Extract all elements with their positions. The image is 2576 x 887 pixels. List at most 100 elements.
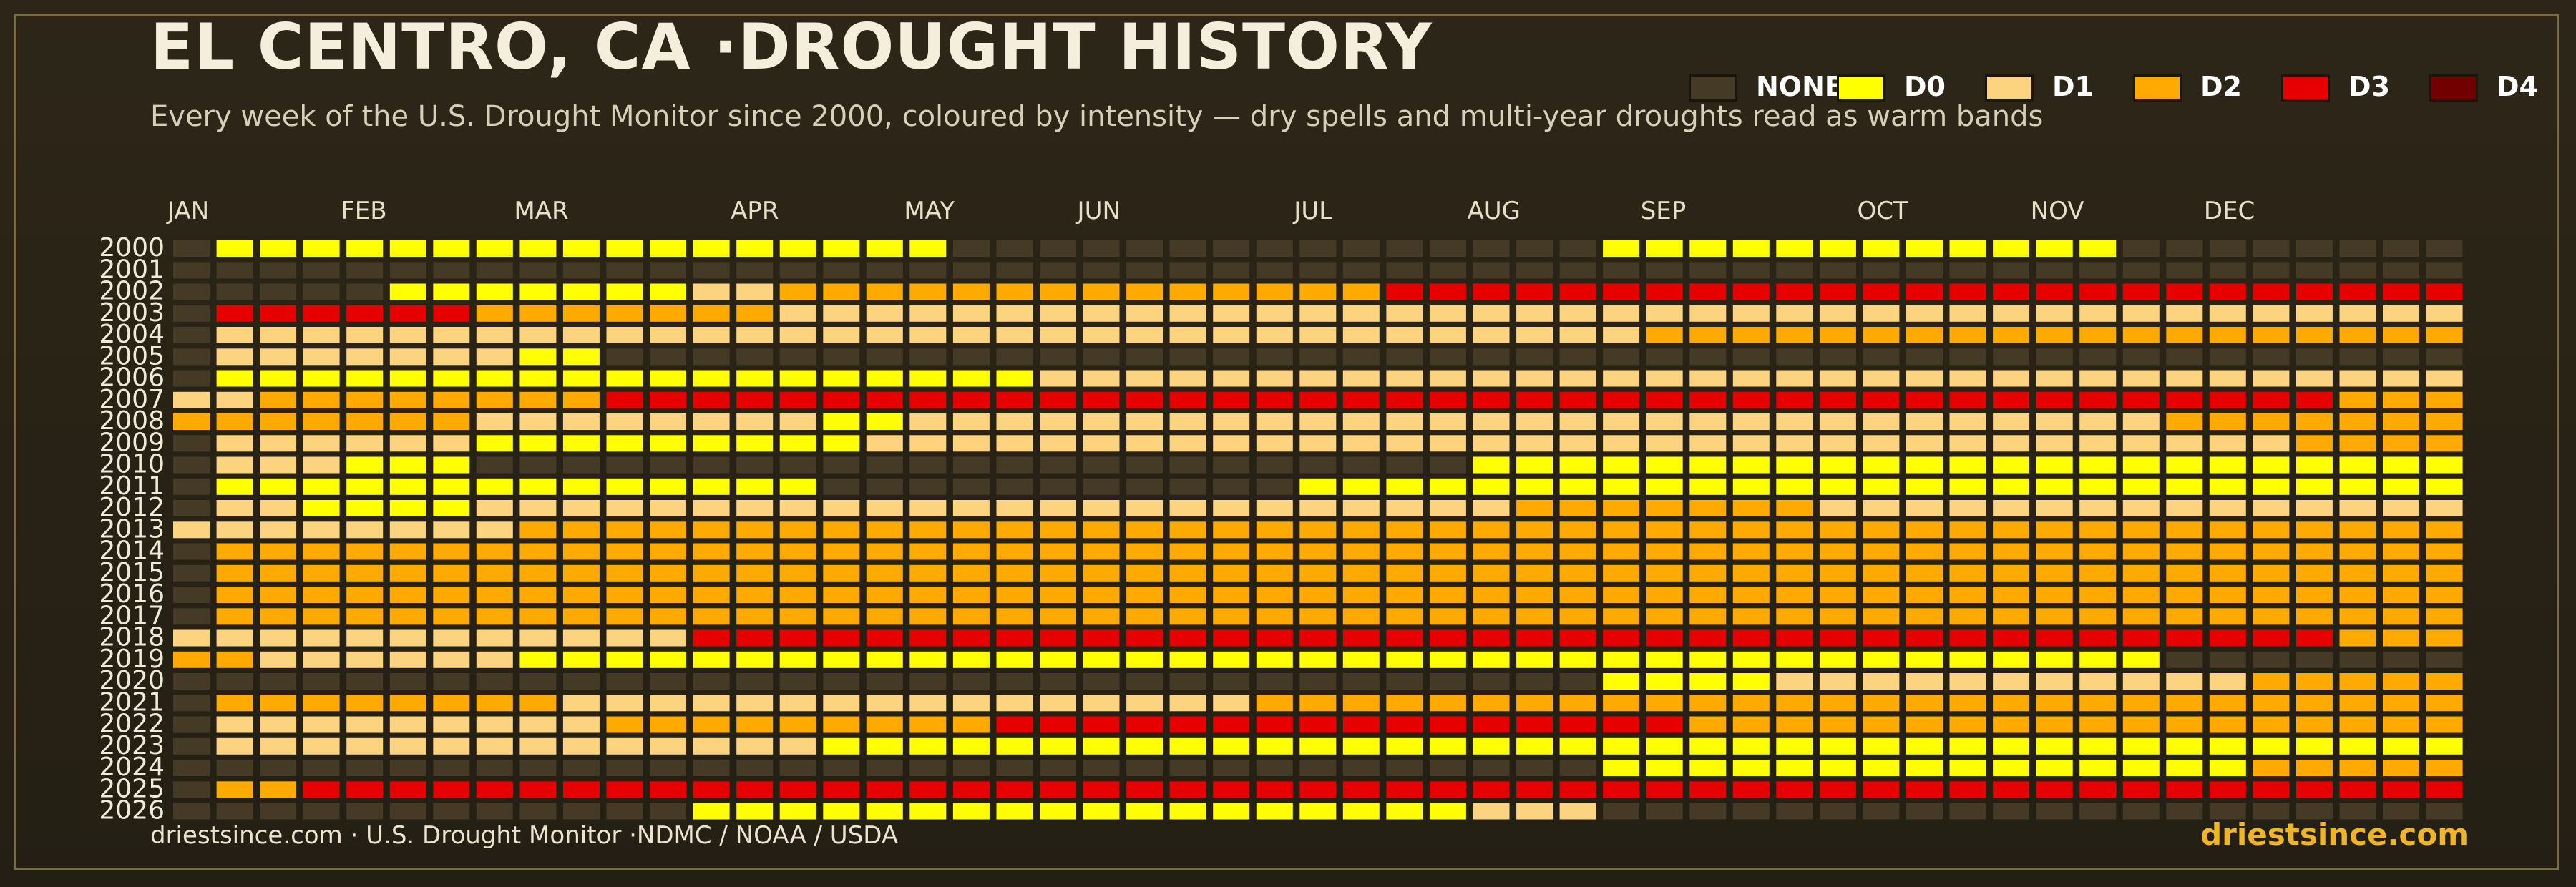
week-cell-2026-w20	[996, 803, 1033, 820]
week-cell-2004-w53	[2426, 327, 2463, 343]
week-cell-2013-w5	[346, 521, 384, 539]
week-cell-2021-w17	[866, 695, 903, 712]
week-cell-2016-w41	[1906, 587, 1943, 603]
week-cell-2013-w11	[606, 521, 643, 539]
week-cell-2026-w46	[2122, 803, 2160, 820]
week-cell-2021-w44	[2036, 695, 2073, 712]
week-cell-2009-w10	[562, 435, 600, 452]
week-cell-2019-w12	[650, 651, 686, 668]
week-cell-2002-w15	[779, 283, 816, 300]
week-cell-2015-w34	[1603, 564, 1640, 582]
week-cell-2004-w14	[736, 327, 774, 343]
week-cell-2012-w46	[2122, 500, 2160, 516]
week-cell-2007-w17	[866, 391, 903, 408]
week-cell-2000-w33	[1559, 240, 1596, 257]
week-cell-2019-w44	[2036, 651, 2073, 668]
week-cell-2023-w34	[1603, 737, 1640, 755]
week-cell-2010-w41	[1906, 456, 1943, 474]
week-cell-2000-w2	[216, 240, 253, 257]
week-cell-2010-w11	[606, 456, 643, 474]
week-cell-2022-w32	[1516, 716, 1553, 733]
week-cell-2003-w49	[2253, 305, 2290, 322]
week-cell-2018-w8	[476, 629, 513, 647]
week-cell-2000-w45	[2079, 240, 2117, 257]
week-cell-2008-w27	[1299, 413, 1337, 430]
week-cell-2009-w6	[389, 435, 426, 452]
week-cell-2011-w34	[1603, 478, 1640, 495]
week-cell-2016-w53	[2426, 587, 2463, 603]
week-cell-2025-w39	[1819, 781, 1856, 798]
week-cell-2014-w4	[303, 543, 340, 560]
week-cell-2013-w35	[1646, 521, 1683, 539]
week-cell-2022-w31	[1473, 716, 1510, 733]
week-cell-2026-w18	[909, 803, 947, 820]
week-cell-2003-w20	[996, 305, 1033, 322]
week-cell-2004-w2	[216, 327, 253, 343]
week-cell-2001-w35	[1646, 262, 1683, 279]
chart-subtitle: Every week of the U.S. Drought Monitor s…	[150, 100, 2044, 133]
week-cell-2025-w49	[2253, 781, 2290, 798]
week-cell-2006-w26	[1256, 370, 1293, 387]
week-cell-2001-w50	[2296, 262, 2333, 279]
week-cell-2023-w49	[2253, 737, 2290, 755]
week-cell-2010-w21	[1040, 456, 1076, 474]
week-cell-2005-w16	[823, 348, 860, 366]
week-cell-2025-w19	[952, 781, 990, 798]
week-cell-2025-w48	[2209, 781, 2246, 798]
week-cell-2020-w9	[519, 673, 557, 690]
week-cell-2001-w17	[866, 262, 903, 279]
week-cell-2021-w22	[1083, 695, 1120, 712]
week-cell-2018-w4	[303, 629, 340, 647]
week-cell-2005-w46	[2122, 348, 2160, 366]
week-cell-2006-w20	[996, 370, 1033, 387]
week-cell-2000-w41	[1906, 240, 1943, 257]
week-cell-2024-w38	[1776, 760, 1813, 776]
week-cell-2007-w31	[1473, 391, 1510, 408]
week-cell-2009-w42	[1949, 435, 1986, 452]
week-cell-2015-w49	[2253, 564, 2290, 582]
week-cell-2020-w33	[1559, 673, 1596, 690]
week-cell-2005-w18	[909, 348, 947, 366]
week-cell-2006-w31	[1473, 370, 1510, 387]
week-cell-2014-w31	[1473, 543, 1510, 560]
week-cell-2020-w1	[173, 673, 210, 690]
week-cell-2025-w40	[1863, 781, 1900, 798]
week-cell-2009-w37	[1732, 435, 1770, 452]
week-cell-2015-w1	[173, 564, 210, 582]
legend-label-d1: D1	[2052, 71, 2094, 102]
week-cell-2026-w49	[2253, 803, 2290, 820]
month-label-dec: DEC	[2204, 197, 2255, 225]
week-cell-2020-w53	[2426, 673, 2463, 690]
week-cell-2008-w2	[216, 413, 253, 430]
week-cell-2022-w48	[2209, 716, 2246, 733]
week-cell-2016-w39	[1819, 587, 1856, 603]
week-cell-2012-w10	[562, 500, 600, 516]
week-cell-2013-w3	[260, 521, 297, 539]
week-cell-2020-w51	[2339, 673, 2376, 690]
week-cell-2006-w7	[433, 370, 470, 387]
week-cell-2009-w43	[1993, 435, 2030, 452]
week-cell-2012-w43	[1993, 500, 2030, 516]
week-cell-2001-w32	[1516, 262, 1553, 279]
week-cell-2016-w7	[433, 587, 470, 603]
week-cell-2015-w6	[389, 564, 426, 582]
week-cell-2013-w50	[2296, 521, 2333, 539]
week-cell-2009-w24	[1169, 435, 1206, 452]
week-cell-2024-w9	[519, 760, 557, 776]
year-label-2018: 2018	[99, 623, 165, 652]
week-cell-2004-w40	[1863, 327, 1900, 343]
week-cell-2018-w47	[2166, 629, 2203, 647]
brand-link[interactable]: driestsince.com	[2200, 817, 2469, 852]
week-cell-2014-w1	[173, 543, 210, 560]
week-cell-2007-w33	[1559, 391, 1596, 408]
week-cell-2010-w1	[173, 456, 210, 474]
week-cell-2002-w37	[1732, 283, 1770, 300]
week-cell-2015-w40	[1863, 564, 1900, 582]
week-cell-2022-w10	[562, 716, 600, 733]
week-cell-2008-w53	[2426, 413, 2463, 430]
week-cell-2006-w2	[216, 370, 253, 387]
week-cell-2014-w13	[693, 543, 730, 560]
week-cell-2010-w28	[1342, 456, 1380, 474]
week-cell-2011-w45	[2079, 478, 2117, 495]
week-cell-2011-w4	[303, 478, 340, 495]
